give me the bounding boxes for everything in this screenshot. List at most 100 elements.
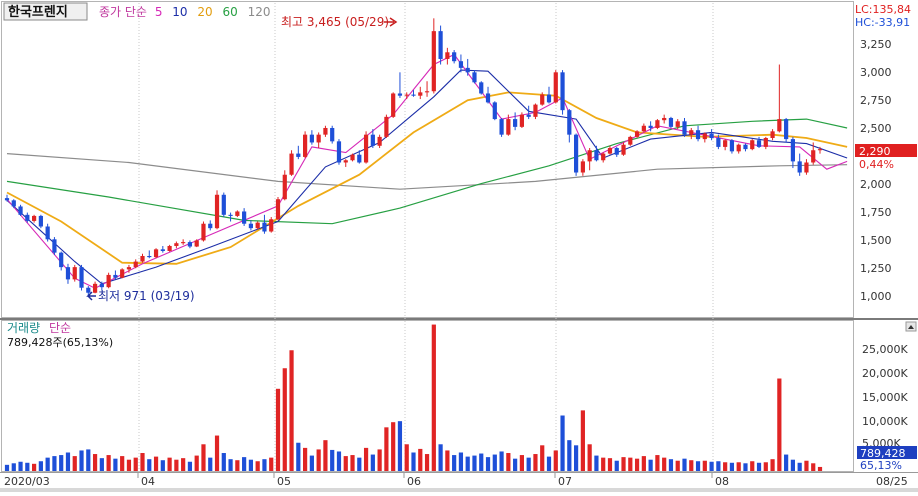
candle	[52, 237, 57, 255]
candle-body	[573, 134, 579, 173]
current-volume-badge-bg	[857, 446, 917, 459]
candle-body	[52, 239, 57, 253]
candle	[553, 70, 558, 104]
candle-body	[187, 242, 193, 247]
volume-bar	[316, 449, 321, 471]
candle-body	[689, 130, 694, 135]
x-tick-label: 08	[715, 475, 729, 488]
candle	[350, 153, 355, 162]
candle-body	[533, 104, 538, 117]
candle	[648, 121, 653, 132]
volume-bar	[723, 462, 728, 471]
candle-body	[729, 140, 735, 152]
candle-body	[668, 117, 674, 127]
volume-bar	[208, 457, 213, 471]
candle	[296, 145, 301, 160]
stock-name[interactable]: 한국프렌지	[8, 4, 68, 20]
candle	[479, 81, 484, 95]
volume-bar	[235, 460, 240, 471]
candle	[255, 221, 260, 230]
candle	[790, 136, 796, 169]
candle	[377, 134, 382, 149]
volume-bar	[729, 462, 735, 471]
candle	[601, 152, 606, 163]
ma5-legend: 5	[155, 5, 163, 19]
candle	[770, 129, 775, 141]
candle	[682, 117, 687, 137]
candle-body	[330, 127, 335, 142]
candle-body	[18, 206, 23, 215]
low-annotation: 최저 971 (03/19)	[98, 289, 195, 303]
candle-body	[452, 52, 457, 62]
candle	[262, 214, 267, 234]
volume-bar	[492, 454, 497, 471]
x-tick-label: 04	[141, 475, 155, 488]
candle-body	[25, 214, 30, 221]
candle	[817, 146, 823, 154]
candle-body	[506, 119, 511, 135]
volume-bar	[269, 457, 274, 471]
volume-bar	[540, 445, 545, 471]
candle	[18, 204, 23, 216]
candle-body	[120, 269, 125, 278]
candle-body	[350, 154, 355, 161]
candle	[689, 127, 694, 140]
candle	[343, 159, 348, 167]
candle-body	[817, 149, 823, 151]
volume-bar	[689, 460, 694, 471]
candle-body	[45, 226, 50, 240]
candle	[513, 112, 518, 131]
volume-bar	[682, 458, 687, 471]
volume-bar	[709, 461, 714, 471]
candle	[594, 145, 599, 162]
volume-bar	[38, 461, 43, 471]
candle-body	[682, 121, 687, 135]
candle-body	[702, 133, 707, 140]
candle	[72, 264, 77, 282]
volume-bar	[160, 460, 165, 471]
ma-legend[interactable]: 종가 단순 5 10 20 60 120	[99, 5, 271, 19]
y-tick-label: 1,750	[860, 206, 892, 219]
candle-body	[540, 94, 545, 105]
candle	[45, 223, 50, 242]
candle-body	[607, 148, 613, 154]
volume-bar	[506, 453, 511, 471]
candle	[363, 131, 369, 164]
horizontal-scrollbar[interactable]	[0, 488, 918, 492]
candle-body	[214, 194, 220, 229]
candle	[391, 92, 396, 118]
candle-body	[208, 223, 213, 229]
price-y-axis: 3,250 3,000 2,750 2,500 2,000 1,750 1,50…	[860, 38, 892, 303]
candle-body	[269, 219, 274, 232]
candle	[214, 190, 220, 230]
volume-bar	[99, 458, 104, 471]
volume-bar	[634, 458, 640, 471]
volume-bar	[153, 456, 159, 471]
candle	[641, 123, 646, 133]
candle-body	[79, 267, 84, 288]
candle	[187, 240, 193, 249]
candle-body	[797, 161, 802, 173]
y-tick-label: 3,000	[860, 66, 892, 79]
y-tick-label: 10,000K	[862, 415, 908, 428]
volume-bar	[289, 350, 294, 471]
volume-bar	[641, 456, 646, 471]
volume-bar	[357, 457, 362, 471]
volume-bar	[533, 454, 538, 471]
volume-bar	[309, 455, 314, 471]
candle	[31, 214, 37, 223]
candle-body	[133, 261, 138, 268]
volume-bar	[45, 457, 50, 471]
candle-body	[167, 245, 172, 251]
volume-bar	[275, 388, 281, 471]
candle-body	[262, 222, 267, 232]
chevron-up-icon[interactable]	[908, 325, 914, 329]
volume-legend[interactable]: 거래량 단순	[7, 321, 71, 335]
candle-body	[499, 119, 504, 135]
candle-body	[424, 91, 430, 93]
volume-bar	[404, 444, 409, 471]
candle-body	[614, 148, 619, 155]
candle-body	[648, 125, 653, 128]
stock-name-box[interactable]	[3, 2, 88, 21]
